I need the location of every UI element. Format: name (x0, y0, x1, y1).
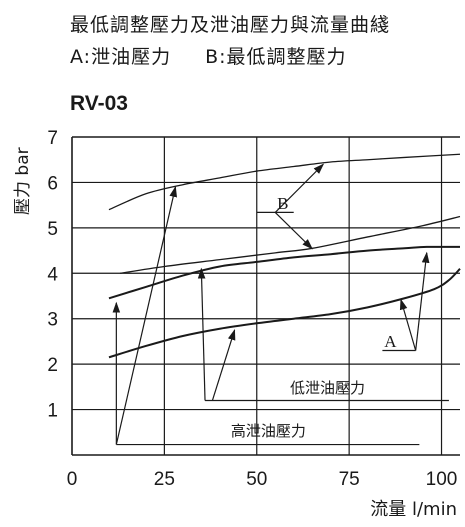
y-tick-label: 4 (47, 264, 58, 285)
x-tick-label: 25 (154, 469, 175, 490)
series-curve-b (108, 153, 461, 211)
chart-title: 最低調整壓力及泄油壓力與流量曲綫 (70, 14, 391, 36)
high-drain-arrow (115, 185, 178, 445)
low-drain-label: 低泄油壓力 (290, 379, 365, 397)
x-tick-label: 100 (426, 469, 458, 490)
y-tick-label: 2 (47, 355, 58, 376)
series-curve-a (108, 245, 461, 300)
y-tick-label: 1 (47, 401, 58, 422)
label-a: A (384, 332, 397, 351)
low-drain-arrow (197, 267, 206, 401)
y-tick-label: 6 (47, 173, 58, 194)
x-axis-label: 流量 l/min (370, 499, 457, 520)
model-name: RV-03 (70, 92, 128, 115)
y-tick-label: 5 (47, 219, 58, 240)
a-arrow (415, 251, 430, 351)
x-tick-label: 0 (67, 469, 78, 490)
legend-a: A:泄油壓力 (70, 46, 172, 68)
legend-text: A:泄油壓力 B:最低調整壓力 (70, 42, 347, 69)
b-arrow (274, 211, 313, 250)
x-tick-label: 50 (246, 469, 267, 490)
label-b: B (277, 194, 288, 213)
high-drain-label: 高泄油壓力 (231, 422, 306, 440)
series-curve-b (119, 215, 461, 274)
a-arrow (399, 298, 417, 351)
b-arrow (274, 163, 325, 213)
y-tick-label: 3 (47, 310, 58, 331)
series-curve-a (108, 268, 461, 359)
y-tick-label: 7 (47, 128, 58, 149)
x-tick-label: 75 (339, 469, 360, 490)
low-drain-arrow (211, 329, 236, 401)
legend-b: B:最低調整壓力 (205, 46, 347, 68)
